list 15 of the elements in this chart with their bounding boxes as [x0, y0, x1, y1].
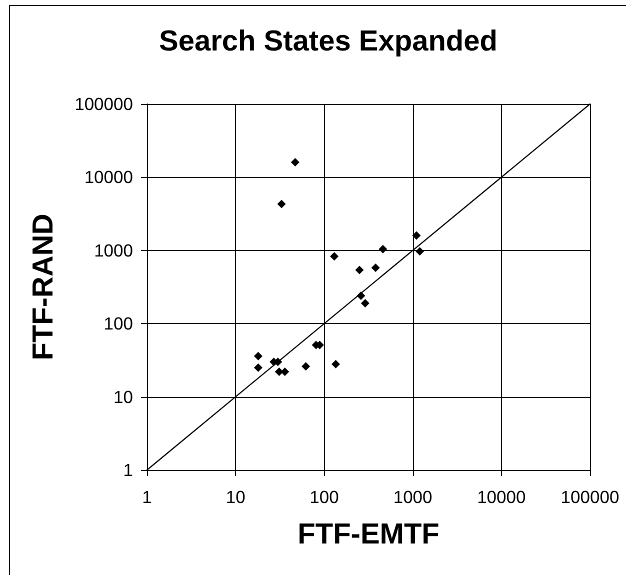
x-tick-label: 100 [310, 487, 340, 507]
x-tick-label: 1 [142, 487, 152, 507]
y-tick-label: 10 [114, 386, 134, 407]
y-tick-label: 10000 [84, 167, 134, 188]
y-tick-label: 100 [104, 314, 134, 334]
x-tick-label: 10 [226, 487, 246, 507]
y-tick-label: 100000 [74, 94, 134, 114]
y-tick-label: 1 [123, 460, 133, 480]
x-tick-label: 10000 [477, 487, 526, 507]
chart-title: Search States Expanded [159, 26, 498, 58]
y-axis-title: FTF-RAND [28, 214, 60, 360]
x-tick-label: 100000 [560, 487, 620, 507]
y-tick-label: 1000 [94, 240, 134, 260]
x-axis-title: FTF-EMTF [298, 518, 440, 550]
x-tick-label: 1000 [393, 487, 433, 507]
